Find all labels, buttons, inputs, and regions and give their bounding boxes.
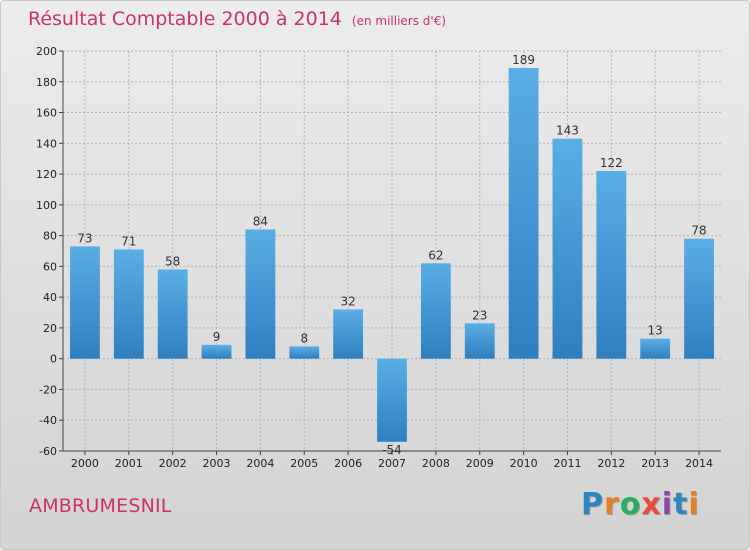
x-tick-label: 2014 xyxy=(685,457,713,470)
bars xyxy=(70,67,714,442)
data-label: 78 xyxy=(691,224,706,238)
bar xyxy=(508,67,539,359)
logo-letter: r xyxy=(604,487,620,522)
y-tick-label: 40 xyxy=(43,291,57,304)
proxiti-logo[interactable]: Proxiti xyxy=(581,487,700,522)
data-label: 8 xyxy=(300,331,308,345)
axes: -60 -40 -20 0 20 40 60 80 100 120 140 160 180 200 2000… xyxy=(36,45,721,470)
bar xyxy=(464,323,495,359)
y-tick-label: 60 xyxy=(43,260,57,273)
title-row: Résultat Comptable 2000 à 2014 (en millie… xyxy=(28,8,446,30)
y-tick-label: -60 xyxy=(39,445,57,458)
y-tick-label: 0 xyxy=(50,353,57,366)
x-tick-label: 2013 xyxy=(641,457,669,470)
bar xyxy=(113,249,144,359)
bar xyxy=(377,358,407,442)
bar xyxy=(596,171,627,359)
chart-title: Résultat Comptable 2000 à 2014 xyxy=(28,8,342,30)
data-label: 13 xyxy=(648,324,663,338)
bar xyxy=(157,269,188,359)
data-label: 58 xyxy=(165,254,180,268)
x-tick-label: 2010 xyxy=(510,457,538,470)
x-tick-label: 2001 xyxy=(115,457,143,470)
y-tick-label: 20 xyxy=(43,322,57,335)
x-tick-label: 2011 xyxy=(553,457,581,470)
x-tick-label: 2002 xyxy=(159,457,187,470)
data-label: 32 xyxy=(340,294,355,308)
data-label: 23 xyxy=(472,308,487,322)
y-tick-label: 140 xyxy=(36,137,57,150)
data-label: 189 xyxy=(512,53,535,67)
y-tick-label: 80 xyxy=(43,230,57,243)
logo-letter: P xyxy=(581,487,604,522)
logo-letter: x xyxy=(641,487,662,522)
bar xyxy=(640,338,671,359)
x-tick-label: 2007 xyxy=(378,457,406,470)
data-label: 71 xyxy=(121,234,136,248)
bar xyxy=(420,263,451,359)
data-labels: 73 71 58 9 84 8 32 -54 62 23 189 143 122 13 78 xyxy=(77,53,706,457)
y-tick-label: -20 xyxy=(39,383,57,396)
bar xyxy=(245,229,276,359)
bar xyxy=(201,344,232,359)
x-tick-label: 2012 xyxy=(597,457,625,470)
x-tick-label: 2006 xyxy=(334,457,362,470)
bar xyxy=(552,138,583,359)
logo-letter: i xyxy=(688,487,700,522)
data-label: 73 xyxy=(77,231,92,245)
y-tick-label: 200 xyxy=(36,45,57,58)
bar xyxy=(333,309,364,359)
y-tick-label: 180 xyxy=(36,76,57,89)
data-label: 9 xyxy=(213,330,221,344)
bar xyxy=(289,346,320,359)
data-label: -54 xyxy=(382,443,402,457)
commune-name: AMBRUMESNIL xyxy=(29,495,172,517)
data-label: 84 xyxy=(253,214,268,228)
logo-letter: o xyxy=(619,487,642,522)
y-tick-label: -40 xyxy=(39,414,57,427)
data-label: 62 xyxy=(428,248,443,262)
y-tick-label: 120 xyxy=(36,168,57,181)
chart-subtitle: (en milliers d'€) xyxy=(351,14,447,28)
y-tick-label: 160 xyxy=(36,107,57,120)
logo-letter: i xyxy=(661,487,674,522)
x-tick-label: 2000 xyxy=(71,457,99,470)
y-tick-label: 100 xyxy=(36,199,57,212)
x-tick-label: 2003 xyxy=(203,457,231,470)
x-tick-label: 2008 xyxy=(422,457,450,470)
bar xyxy=(70,246,100,359)
x-tick-label: 2009 xyxy=(466,457,494,470)
bar xyxy=(684,238,714,359)
data-label: 143 xyxy=(556,124,579,138)
data-label: 122 xyxy=(600,156,623,170)
x-tick-label: 2005 xyxy=(290,457,318,470)
logo-letter: t xyxy=(673,487,689,522)
x-tick-label: 2004 xyxy=(246,457,274,470)
